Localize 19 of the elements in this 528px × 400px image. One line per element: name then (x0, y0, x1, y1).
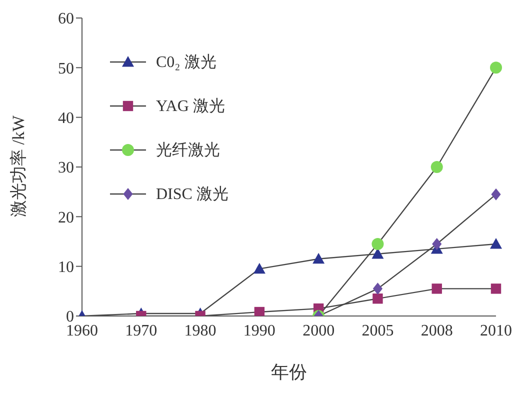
y-tick-label: 60 (58, 10, 74, 28)
x-tick-label: 2008 (420, 322, 453, 340)
y-tick-label: 20 (58, 209, 74, 226)
x-tick-label: 2000 (302, 322, 335, 340)
x-axis-title: 年份 (271, 362, 307, 382)
y-tick-label: 10 (58, 259, 74, 276)
y-tick-label: 40 (58, 110, 74, 128)
y-tick-label: 50 (58, 60, 74, 78)
y-tick-label: 30 (58, 160, 74, 177)
legend-label: DISC 激光 (156, 184, 228, 204)
x-tick-label: 2005 (362, 322, 394, 340)
y-axis-title: 激光功率 /kW (9, 114, 28, 217)
legend-label: C0₂ 激光 (156, 52, 216, 72)
legend-label: 光纤激光 (156, 140, 220, 160)
x-tick-label: 1990 (243, 322, 276, 340)
x-tick-label: 2010 (480, 322, 512, 340)
x-tick-label: 1970 (125, 322, 158, 340)
x-tick-label: 1980 (184, 322, 216, 340)
legend-label: YAG 激光 (156, 96, 225, 116)
